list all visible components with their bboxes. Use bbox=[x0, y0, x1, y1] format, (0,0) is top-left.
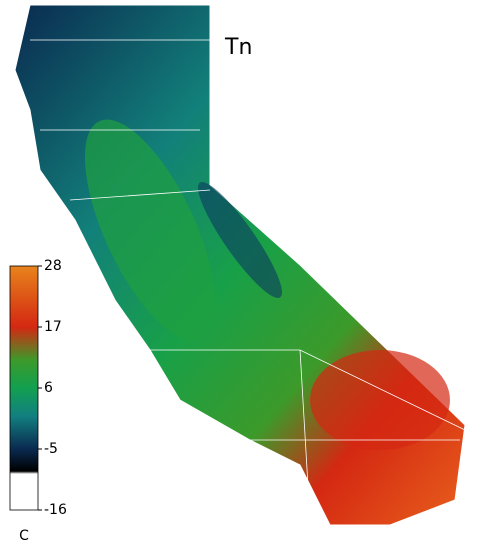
sierra bbox=[198, 182, 282, 298]
county-lines bbox=[30, 5, 466, 521]
title: Tn bbox=[224, 35, 252, 60]
desert bbox=[310, 350, 450, 450]
colorbar-tick-label: -5 bbox=[44, 441, 58, 457]
colorbar-tick-label: -16 bbox=[44, 502, 67, 518]
colorbar-unit: C bbox=[19, 528, 29, 544]
colorbar-tick-label: 28 bbox=[44, 258, 62, 274]
colorbar-tick-label: 6 bbox=[44, 380, 53, 396]
colorbar-tick-label: 17 bbox=[44, 319, 62, 335]
central-valley bbox=[84, 119, 216, 341]
colorbar bbox=[9, 265, 39, 511]
